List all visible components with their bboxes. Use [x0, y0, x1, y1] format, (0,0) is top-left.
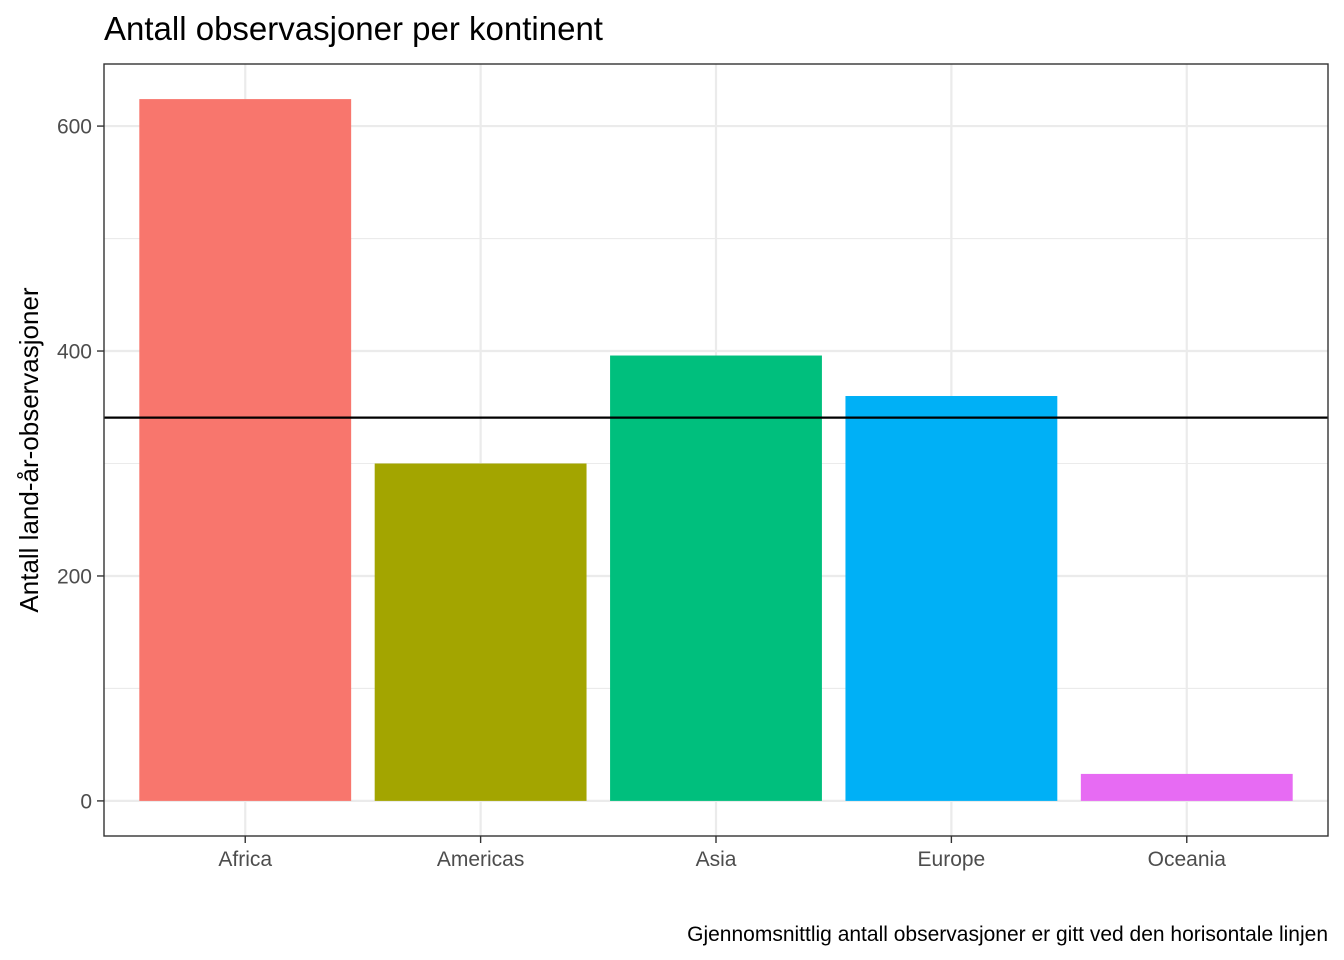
- chart-caption: Gjennomsnittlig antall observasjoner er …: [687, 923, 1328, 946]
- bar-africa: [139, 99, 352, 801]
- x-tick-label-americas: Americas: [437, 848, 525, 871]
- x-tick-label-oceania: Oceania: [1148, 848, 1227, 871]
- y-tick-label-3: 600: [57, 116, 92, 139]
- y-tick-label-2: 400: [57, 341, 92, 364]
- y-axis: 0 200 400 600: [57, 116, 104, 813]
- bar-asia: [610, 355, 822, 801]
- bar-americas: [374, 463, 587, 801]
- chart-title: Antall observasjoner per kontinent: [104, 10, 603, 47]
- x-tick-label-africa: Africa: [218, 848, 272, 871]
- x-axis: Africa Americas Asia Europe Oceania: [218, 836, 1226, 871]
- bars: [139, 99, 1293, 801]
- y-axis-title: Antall land-år-observasjoner: [14, 287, 44, 613]
- y-tick-label-0: 0: [80, 790, 92, 813]
- x-tick-label-asia: Asia: [696, 848, 737, 871]
- y-tick-label-1: 200: [57, 565, 92, 588]
- x-tick-label-europe: Europe: [918, 848, 986, 871]
- bar-oceania: [1080, 773, 1293, 801]
- bar-europe: [845, 396, 1058, 801]
